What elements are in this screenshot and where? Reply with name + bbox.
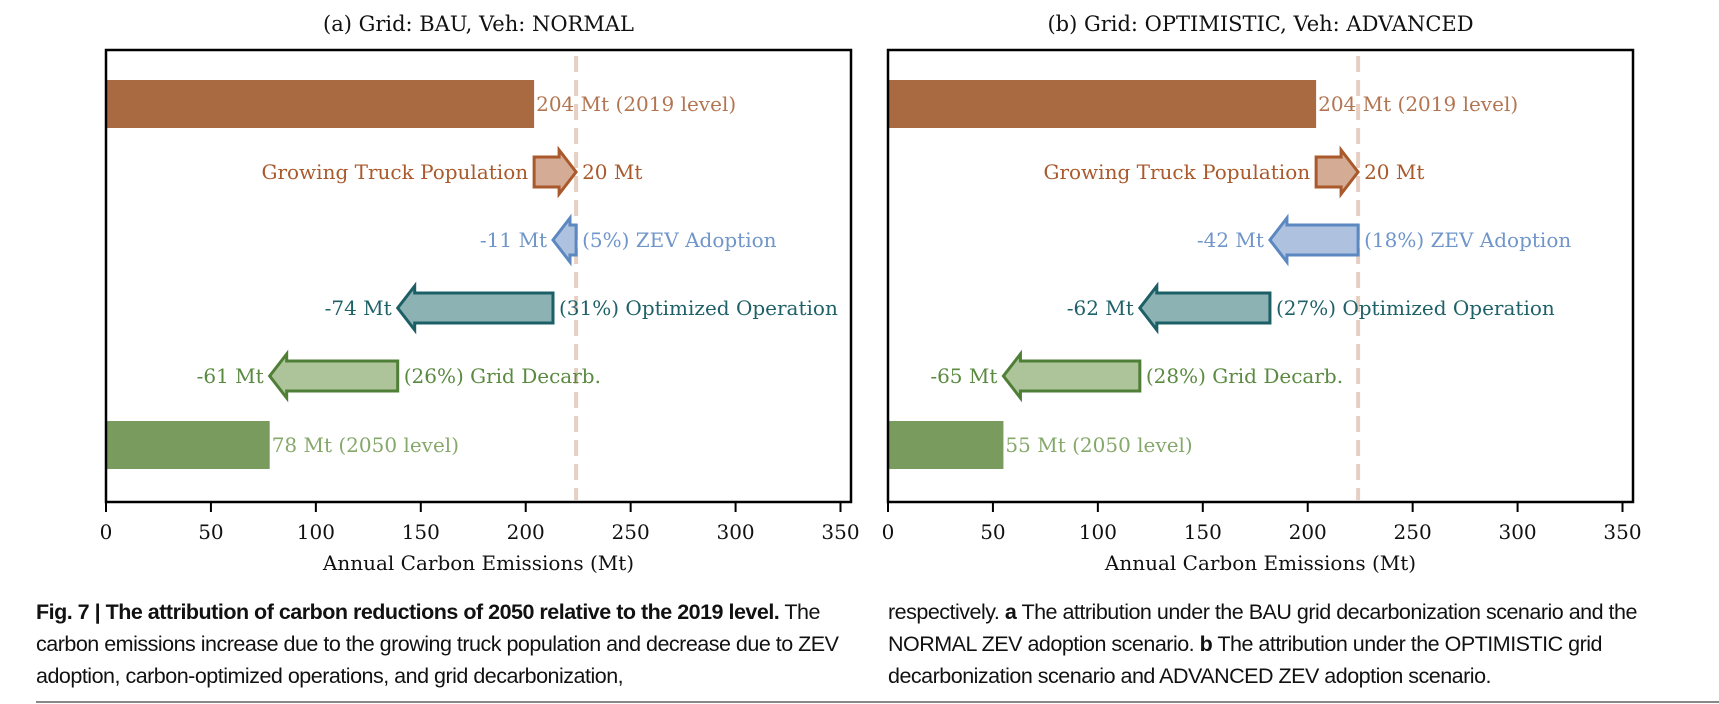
bar-2050-level — [106, 421, 270, 469]
bar-label: 204 Mt (2019 level) — [1318, 92, 1518, 116]
x-tick-label: 300 — [716, 520, 754, 544]
x-tick-label: 200 — [507, 520, 545, 544]
bar-2019-level — [106, 80, 535, 128]
x-tick-label: 0 — [882, 520, 895, 544]
bar-label: 78 Mt (2050 level) — [272, 433, 459, 457]
arrow-growth — [1314, 145, 1360, 199]
arrow-left-label: -65 Mt — [930, 364, 997, 388]
x-tick-label: 200 — [1289, 520, 1327, 544]
arrow-right-label: (27%) Optimized Operation — [1276, 296, 1555, 320]
arrow-right-label: (28%) Grid Decarb. — [1146, 364, 1343, 388]
caption-panel-b-label: b — [1199, 632, 1213, 656]
x-tick-label: 150 — [1184, 520, 1222, 544]
figure: (a) Grid: BAU, Veh: NORMAL 204 Mt (2019 l… — [100, 12, 1642, 575]
bar-2050-level — [888, 421, 1004, 469]
bar-2019-level — [888, 80, 1317, 128]
caption-text-2: respectively. — [888, 600, 1000, 624]
bottom-rule — [36, 701, 1719, 703]
x-tick-label: 0 — [100, 520, 113, 544]
axes-frame — [886, 48, 1635, 504]
caption-panel-a-label: a — [1004, 600, 1017, 624]
arrow-right-label: (18%) ZEV Adoption — [1364, 228, 1571, 252]
arrow-growth — [532, 145, 578, 199]
arrow-left-label: -11 Mt — [480, 228, 547, 252]
arrow-right-label: (5%) ZEV Adoption — [582, 228, 777, 252]
x-tick-label: 250 — [1394, 520, 1432, 544]
arrow-grid-decarb — [1001, 349, 1142, 403]
arrow-zev — [1268, 213, 1360, 267]
caption-text-1: The carbon emissions increase due to the… — [36, 600, 839, 688]
chart-panel-a: (a) Grid: BAU, Veh: NORMAL 204 Mt (2019 l… — [100, 12, 860, 575]
x-tick-label: 300 — [1498, 520, 1536, 544]
arrow-zev — [551, 213, 578, 267]
arrow-optimized-operation — [395, 281, 555, 335]
caption-right: respectively. a The attribution under th… — [888, 596, 1708, 692]
x-tick-label: 150 — [402, 520, 440, 544]
axes-frame — [104, 48, 853, 504]
x-tick-label: 250 — [612, 520, 650, 544]
x-tick-label: 350 — [821, 520, 859, 544]
caption-panel-b-text: The attribution under the OPTIMISTIC gri… — [888, 632, 1602, 688]
arrow-left-label: Growing Truck Population — [261, 160, 528, 184]
chart-title: (a) Grid: BAU, Veh: NORMAL — [323, 12, 634, 36]
x-tick-label: 50 — [198, 520, 223, 544]
chart-panel-b: (b) Grid: OPTIMISTIC, Veh: ADVANCED 204 M… — [882, 12, 1642, 575]
arrow-grid-decarb — [267, 349, 400, 403]
arrow-right-label: (26%) Grid Decarb. — [404, 364, 601, 388]
x-tick-label: 350 — [1603, 520, 1641, 544]
x-tick-label: 100 — [1079, 520, 1117, 544]
chart-title: (b) Grid: OPTIMISTIC, Veh: ADVANCED — [1047, 12, 1473, 36]
x-tick-label: 100 — [297, 520, 335, 544]
arrow-optimized-operation — [1137, 281, 1272, 335]
arrow-left-label: Growing Truck Population — [1043, 160, 1310, 184]
bar-label: 55 Mt (2050 level) — [1005, 433, 1192, 457]
x-axis-label: Annual Carbon Emissions (Mt) — [1104, 551, 1416, 575]
arrow-right-label: 20 Mt — [1364, 160, 1424, 184]
arrow-left-label: -62 Mt — [1067, 296, 1134, 320]
bar-label: 204 Mt (2019 level) — [536, 92, 736, 116]
caption-panel-a-text: The attribution under the BAU grid decar… — [888, 600, 1637, 656]
x-axis-label: Annual Carbon Emissions (Mt) — [322, 551, 634, 575]
x-tick-label: 50 — [980, 520, 1005, 544]
caption-left: Fig. 7 | The attribution of carbon reduc… — [36, 596, 866, 692]
arrow-right-label: (31%) Optimized Operation — [559, 296, 838, 320]
caption-fig-label: Fig. 7 | The attribution of carbon reduc… — [36, 600, 780, 624]
arrow-left-label: -61 Mt — [197, 364, 264, 388]
arrow-left-label: -42 Mt — [1197, 228, 1264, 252]
arrow-right-label: 20 Mt — [582, 160, 642, 184]
arrow-left-label: -74 Mt — [325, 296, 392, 320]
